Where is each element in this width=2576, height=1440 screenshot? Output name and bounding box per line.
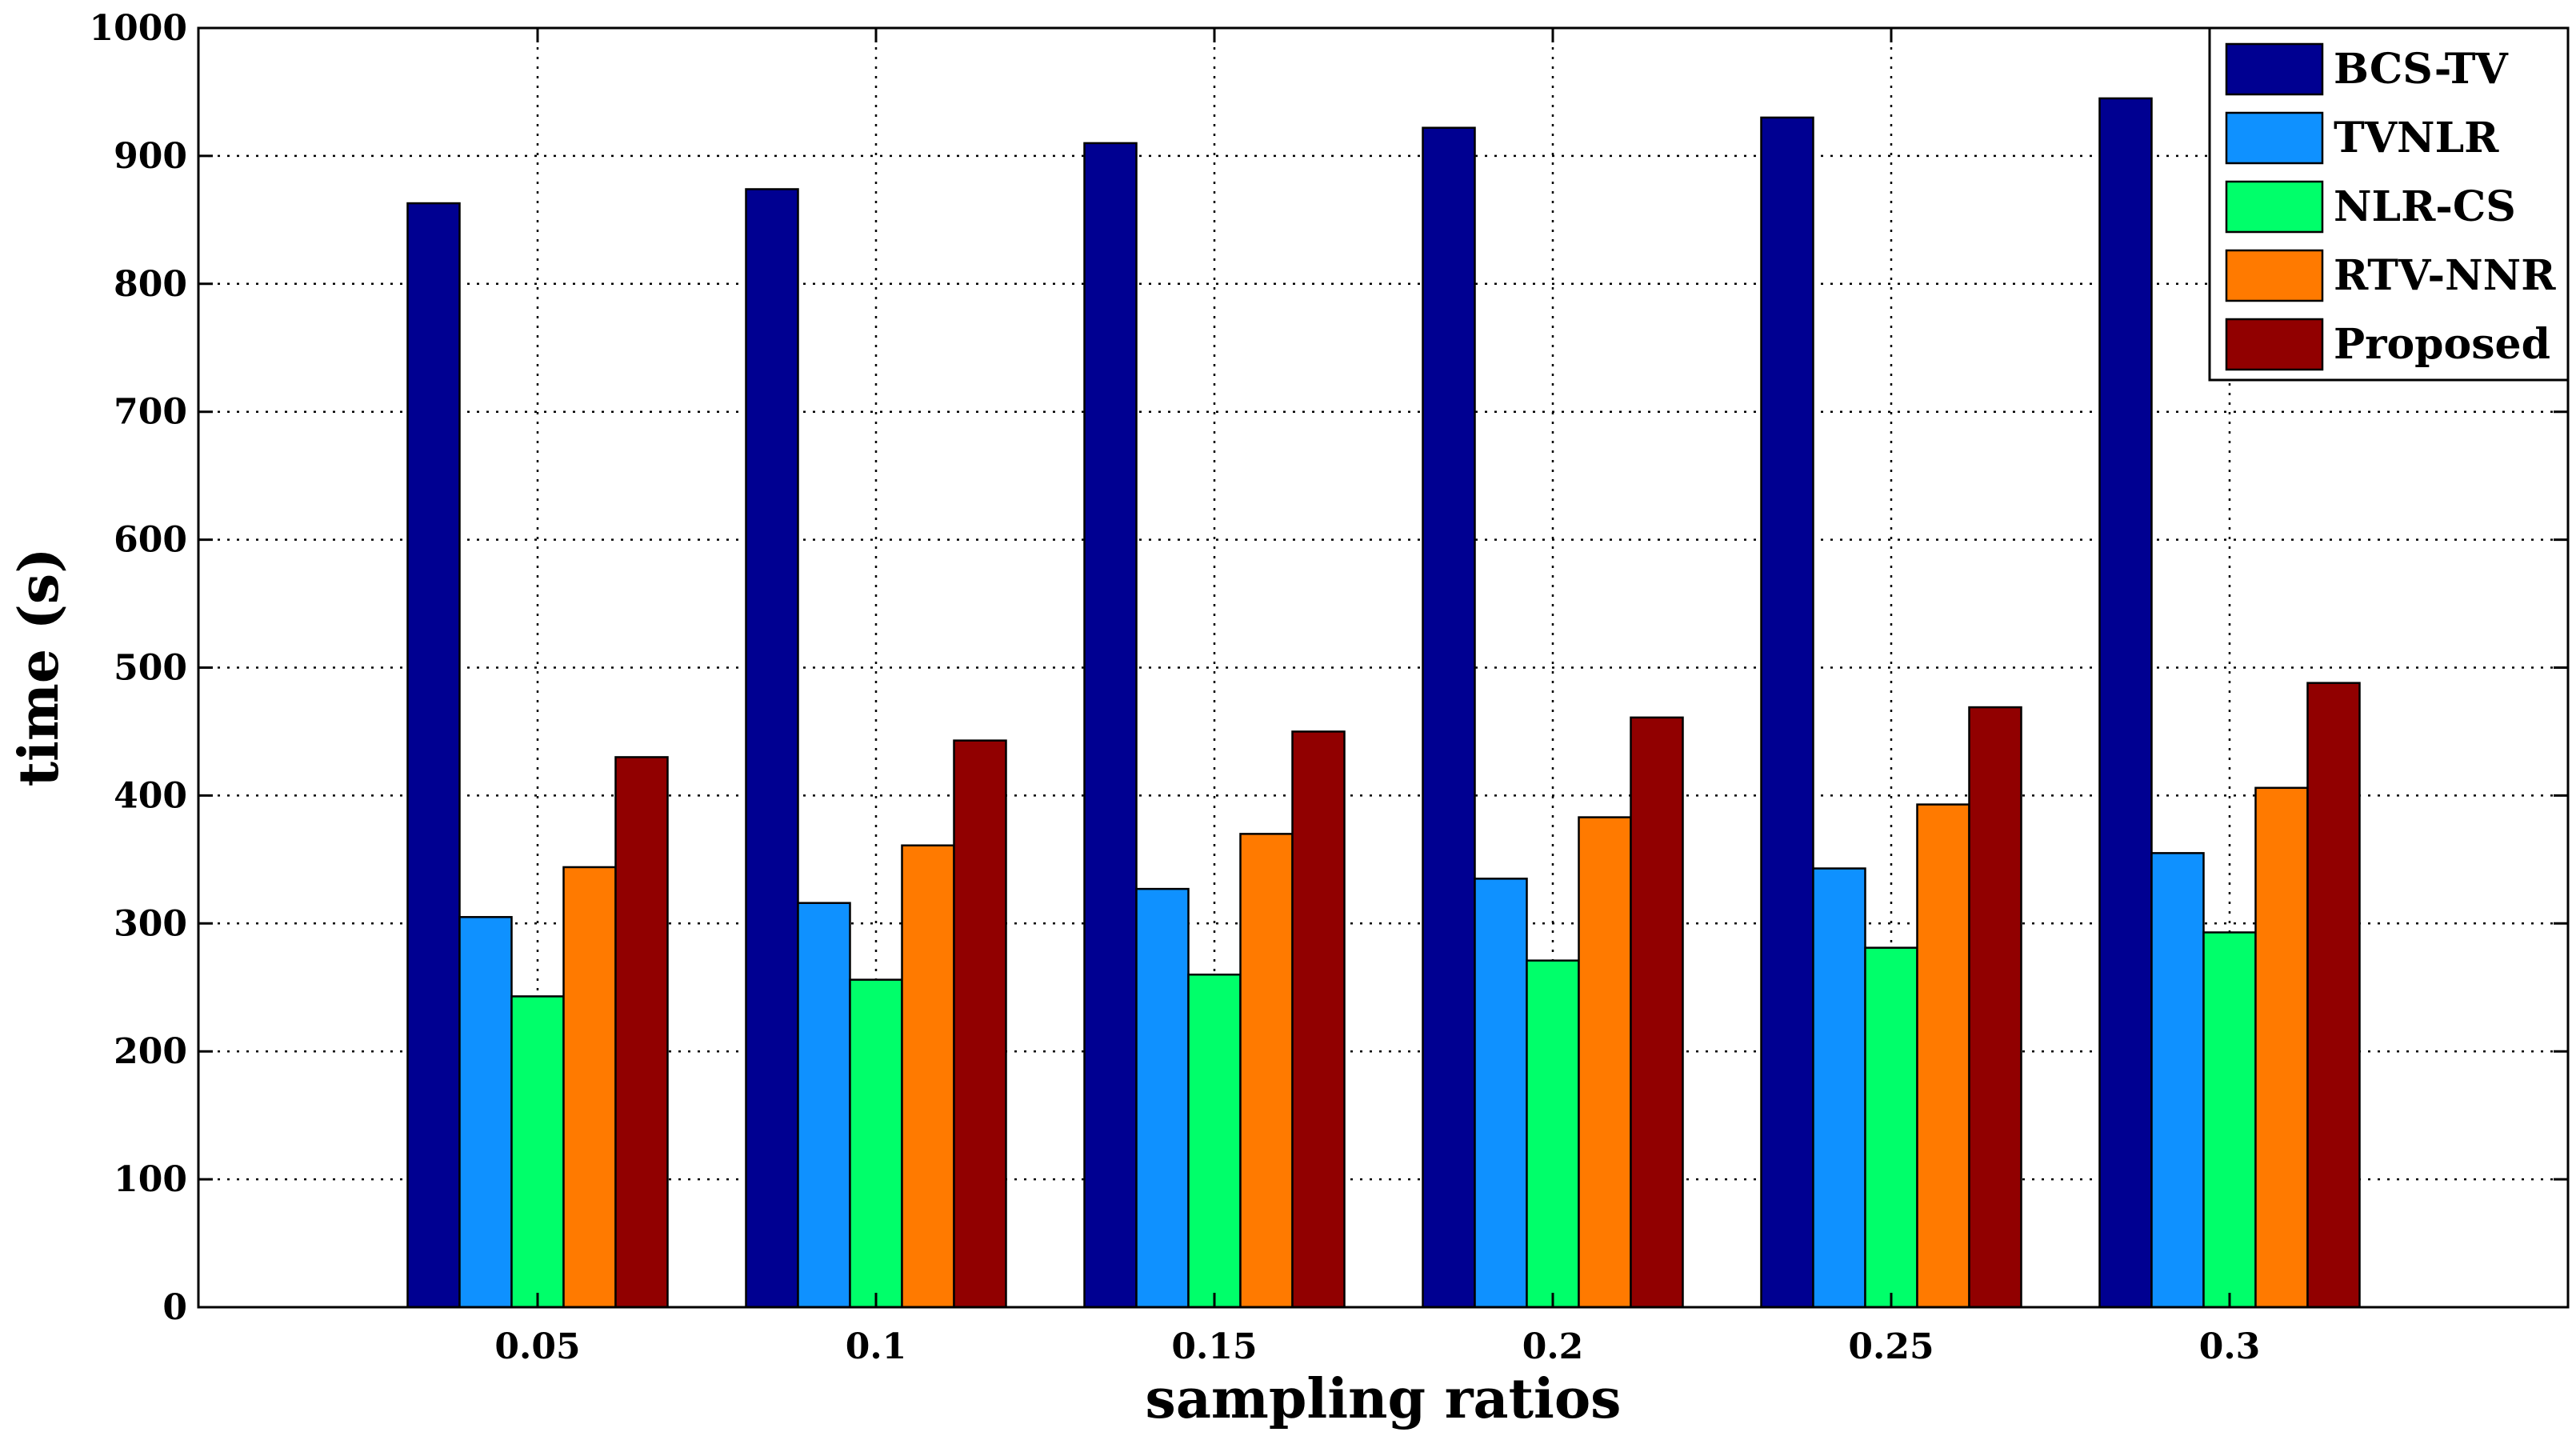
- y-tick-label: 600: [114, 520, 187, 561]
- legend: BCS-TV TVNLR NLR-CS RTV-NNR Proposed: [2208, 26, 2570, 382]
- bar-nlr-cs: [1187, 974, 1242, 1309]
- y-tick-label: 400: [114, 775, 187, 816]
- bar-bcs-tv: [2098, 97, 2153, 1309]
- y-tick-label: 800: [114, 264, 187, 305]
- bar-proposed: [614, 756, 669, 1309]
- bar-proposed: [953, 739, 1007, 1309]
- x-axis-title: sampling ratios: [1146, 1367, 1622, 1431]
- legend-items: BCS-TV TVNLR NLR-CS RTV-NNR Proposed: [2225, 42, 2556, 371]
- bar-rtv-nnr: [2254, 786, 2309, 1309]
- bar-proposed: [2306, 682, 2361, 1309]
- bar-tvnlr: [1812, 867, 1866, 1309]
- legend-swatch-tvnlr: [2225, 111, 2324, 165]
- y-tick-label: 200: [114, 1031, 187, 1072]
- bar-bcs-tv: [745, 188, 799, 1309]
- bar-nlr-cs: [1526, 959, 1580, 1309]
- x-tick-label: 0.1: [846, 1326, 907, 1367]
- bar-proposed: [1291, 730, 1346, 1309]
- bar-tvnlr: [1474, 878, 1528, 1309]
- x-tick-label: 0.3: [2199, 1326, 2261, 1367]
- legend-label-tvnlr: TVNLR: [2334, 114, 2499, 162]
- bar-proposed: [1968, 706, 2022, 1309]
- x-tick-label: 0.2: [1522, 1326, 1584, 1367]
- bar-rtv-nnr: [1916, 803, 1970, 1309]
- legend-swatch-nlr-cs: [2225, 180, 2324, 234]
- y-tick-label: 100: [114, 1159, 187, 1200]
- legend-swatch-proposed: [2225, 318, 2324, 371]
- bar-tvnlr: [2150, 852, 2205, 1309]
- bar-tvnlr: [797, 902, 851, 1309]
- bar-bcs-tv: [406, 202, 461, 1309]
- legend-label-bcs-tv: BCS-TV: [2334, 45, 2509, 94]
- x-tick-label: 0.05: [494, 1326, 580, 1367]
- legend-swatch-rtv-nnr: [2225, 249, 2324, 302]
- legend-label-rtv-nnr: RTV-NNR: [2334, 251, 2556, 300]
- y-tick-label: 900: [114, 136, 187, 177]
- bar-tvnlr: [1135, 887, 1190, 1309]
- legend-label-proposed: Proposed: [2334, 320, 2550, 369]
- y-tick-label: 500: [114, 648, 187, 689]
- bar-nlr-cs: [2202, 931, 2257, 1309]
- bar-rtv-nnr: [562, 866, 617, 1309]
- y-axis-title: time (s): [7, 548, 71, 787]
- y-tick-label: 700: [114, 392, 187, 433]
- bar-layer: [406, 97, 2361, 1309]
- bar-rtv-nnr: [901, 844, 955, 1309]
- y-tick-label: 1000: [90, 8, 187, 49]
- y-tick-label: 300: [114, 903, 187, 944]
- bar-tvnlr: [458, 916, 513, 1309]
- bar-nlr-cs: [849, 978, 903, 1309]
- legend-swatch-bcs-tv: [2225, 42, 2324, 96]
- y-tick-label: 0: [162, 1287, 187, 1328]
- bar-rtv-nnr: [1578, 816, 1632, 1309]
- bar-bcs-tv: [1422, 126, 1476, 1309]
- bar-bcs-tv: [1083, 142, 1138, 1309]
- tick-layer: 0 100 200 300 400 500 600 700 800 900 1000 0.05 0.1 0…: [90, 8, 2568, 1367]
- legend-label-nlr-cs: NLR-CS: [2334, 182, 2516, 231]
- bar-nlr-cs: [510, 995, 565, 1309]
- x-tick-label: 0.25: [1848, 1326, 1934, 1367]
- bar-rtv-nnr: [1239, 833, 1294, 1309]
- bar-bcs-tv: [1760, 116, 1814, 1309]
- bar-proposed: [1630, 716, 1684, 1309]
- bar-nlr-cs: [1864, 946, 1918, 1309]
- x-tick-label: 0.15: [1171, 1326, 1257, 1367]
